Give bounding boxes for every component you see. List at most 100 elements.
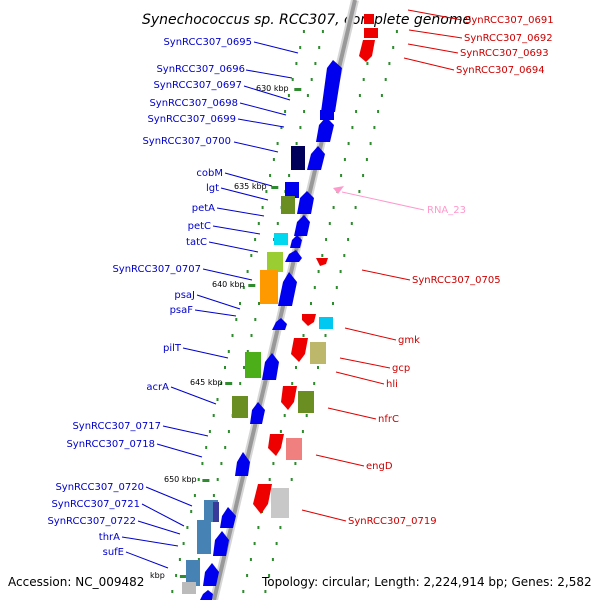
gene-SynRCC307_0698[interactable] <box>320 110 334 120</box>
gene-SynRCC307_0707-b[interactable] <box>260 270 278 304</box>
label-pilT[interactable]: pilT <box>163 343 182 354</box>
label-acrA[interactable]: acrA <box>146 382 169 393</box>
label-SynRCC307_0691[interactable]: SynRCC307_0691 <box>465 15 554 26</box>
gene-petA[interactable] <box>297 191 314 214</box>
track-dot <box>324 334 327 337</box>
gene-SynRCC307_0720b[interactable] <box>213 502 219 522</box>
track-dot <box>178 558 181 561</box>
label-SynRCC307_0692[interactable]: SynRCC307_0692 <box>464 33 553 44</box>
gene-petC[interactable] <box>294 215 310 236</box>
gene-psaJ[interactable] <box>278 272 297 306</box>
label-SynRCC307_0695[interactable]: SynRCC307_0695 <box>163 37 252 48</box>
label-engD[interactable]: engD <box>366 461 393 472</box>
label-gmk[interactable]: gmk <box>398 335 420 346</box>
track-dot <box>369 142 372 145</box>
gene-SynRCC307_0691[interactable] <box>364 14 374 24</box>
gene-sufE-b[interactable] <box>182 582 196 594</box>
label-psaF[interactable]: psaF <box>170 305 194 316</box>
track-dot <box>239 382 242 385</box>
track-dot <box>380 94 383 97</box>
track-dot <box>328 222 331 225</box>
label-petA[interactable]: petA <box>192 203 215 214</box>
label-SynRCC307_0705[interactable]: SynRCC307_0705 <box>412 275 501 286</box>
label-nfrC[interactable]: nfrC <box>378 414 399 425</box>
gene-sufE-d[interactable] <box>200 590 213 600</box>
gene-nfrC[interactable] <box>281 386 297 410</box>
label-SynRCC307_0718[interactable]: SynRCC307_0718 <box>66 439 155 450</box>
label-SynRCC307_0699[interactable]: SynRCC307_0699 <box>147 114 236 125</box>
label-hli[interactable]: hli <box>386 379 398 390</box>
gene-engD-b[interactable] <box>286 438 302 460</box>
gene-hli[interactable] <box>310 342 326 364</box>
gene-tatC[interactable] <box>274 233 288 245</box>
label-RNA_23[interactable]: RNA_23 <box>427 205 466 216</box>
label-cobM[interactable]: cobM <box>196 168 223 179</box>
label-SynRCC307_0721[interactable]: SynRCC307_0721 <box>51 499 140 510</box>
label-lgt[interactable]: lgt <box>206 183 219 194</box>
gene-acrA[interactable] <box>232 396 248 418</box>
gene-pilT[interactable] <box>245 352 261 378</box>
label-thrA[interactable]: thrA <box>99 532 120 543</box>
label-tatC[interactable]: tatC <box>186 237 207 248</box>
gene-sufE[interactable] <box>186 560 200 586</box>
track-dot <box>362 78 365 81</box>
gene-SynRCC307_0719[interactable] <box>253 484 272 514</box>
gene-nfrC-b[interactable] <box>298 391 314 413</box>
track-dot <box>354 206 357 209</box>
label-SynRCC307_0719[interactable]: SynRCC307_0719 <box>348 516 437 527</box>
tick-label-655: kbp <box>150 571 165 580</box>
gene-SynRCC307_0707-a[interactable] <box>267 252 283 272</box>
gene-SynRCC307_0707-c[interactable] <box>285 250 302 262</box>
gene-SynRCC307_0700b[interactable] <box>307 146 325 170</box>
gene-SynRCC307_0722[interactable] <box>197 520 211 554</box>
gene-SynRCC307_0718[interactable] <box>235 452 250 476</box>
gene-gcp[interactable] <box>291 338 308 362</box>
gene-lgt[interactable] <box>281 196 295 214</box>
track-dot <box>350 222 353 225</box>
track-dot <box>365 158 368 161</box>
label-psaJ[interactable]: psaJ <box>174 290 195 301</box>
label-SynRCC307_0697[interactable]: SynRCC307_0697 <box>153 80 242 91</box>
gene-gmk-b[interactable] <box>319 317 333 329</box>
gene-SynRCC307_0719-b[interactable] <box>271 488 289 518</box>
label-SynRCC307_0698[interactable]: SynRCC307_0698 <box>149 98 238 109</box>
label-petC[interactable]: petC <box>188 221 211 232</box>
gene-SynRCC307_0721[interactable] <box>220 507 236 528</box>
gene-SynRCC307_0693[interactable] <box>359 40 375 62</box>
gene-gmk[interactable] <box>302 314 316 326</box>
label-sufE[interactable]: sufE <box>103 547 124 558</box>
track-dot <box>246 350 249 353</box>
gene-SynRCC307_0692[interactable] <box>364 28 378 38</box>
label-SynRCC307_0696[interactable]: SynRCC307_0696 <box>156 64 245 75</box>
track-dot <box>220 462 223 465</box>
gene-tatC-b[interactable] <box>290 235 302 248</box>
gene-engD[interactable] <box>268 434 284 456</box>
gene-SynRCC307_0705[interactable] <box>316 258 328 266</box>
label-SynRCC307_0700[interactable]: SynRCC307_0700 <box>142 136 231 147</box>
track-dot <box>220 382 223 385</box>
gene-thrA[interactable] <box>213 531 229 556</box>
label-SynRCC307_0720[interactable]: SynRCC307_0720 <box>55 482 144 493</box>
label-SynRCC307_0717[interactable]: SynRCC307_0717 <box>72 421 161 432</box>
track-dot <box>224 446 227 449</box>
label-gcp[interactable]: gcp <box>392 363 410 374</box>
gene-psaF[interactable] <box>272 318 287 330</box>
gene-SynRCC307_0699[interactable] <box>316 117 334 142</box>
label-SynRCC307_0722[interactable]: SynRCC307_0722 <box>47 516 136 527</box>
track-dot <box>377 110 380 113</box>
label-SynRCC307_0693[interactable]: SynRCC307_0693 <box>460 48 549 59</box>
gene-SynRCC307_0696[interactable] <box>321 60 342 112</box>
track-dot <box>294 462 297 465</box>
gene-pilT-b[interactable] <box>262 353 279 380</box>
gene-acrA-b[interactable] <box>250 402 265 424</box>
track-dot <box>186 526 189 529</box>
track-dot <box>313 286 316 289</box>
gene-cobM[interactable] <box>285 182 299 198</box>
gene-sufE-c[interactable] <box>203 563 219 586</box>
label-SynRCC307_0707[interactable]: SynRCC307_0707 <box>112 264 201 275</box>
gene-RNA_23[interactable] <box>333 186 344 194</box>
label-SynRCC307_0694[interactable]: SynRCC307_0694 <box>456 65 545 76</box>
map-title: Synechococcus sp. RCC307, complete genom… <box>142 12 471 28</box>
track-dot <box>384 78 387 81</box>
gene-SynRCC307_0700[interactable] <box>291 146 305 170</box>
